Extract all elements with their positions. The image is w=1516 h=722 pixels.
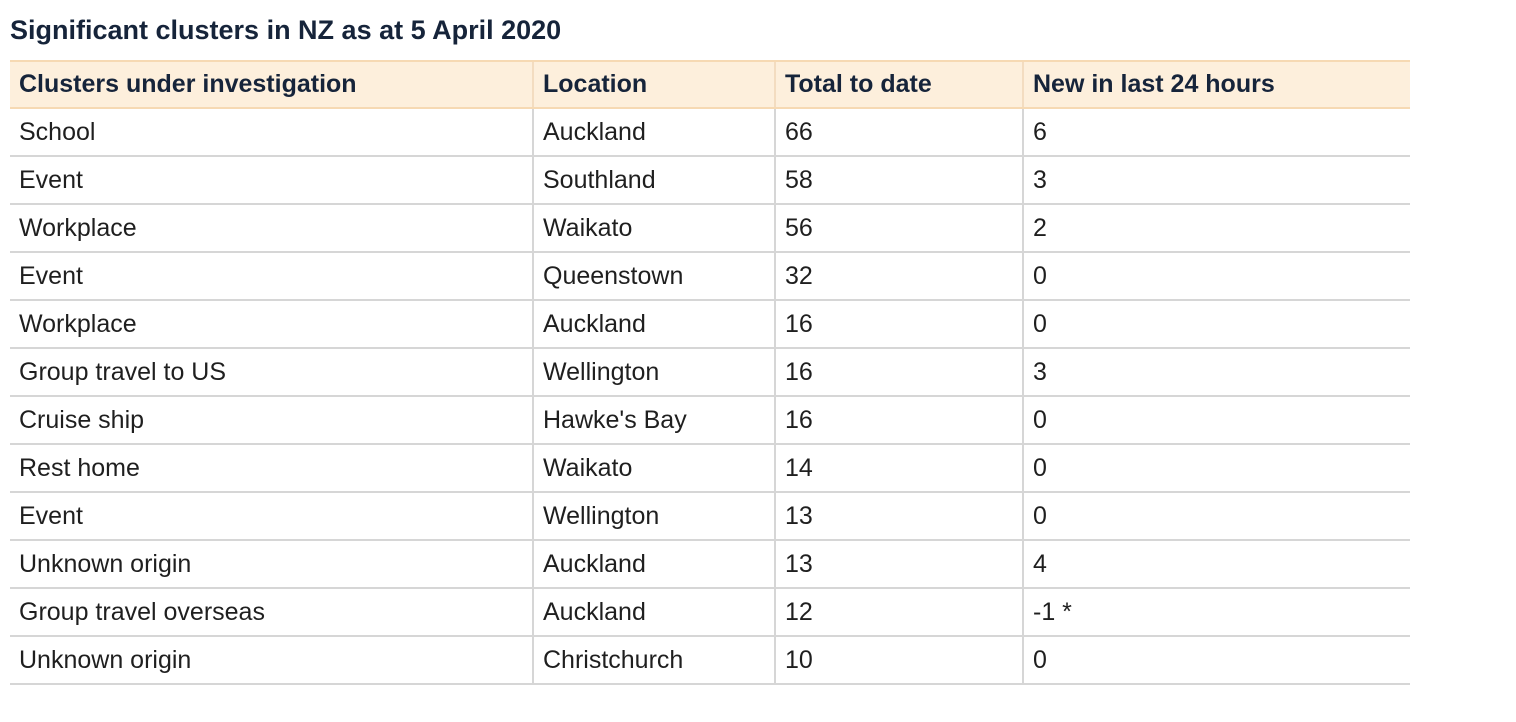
cell-cluster: Event	[10, 156, 533, 205]
header-row: Clusters under investigation Location To…	[10, 60, 1410, 109]
table-header: Clusters under investigation Location To…	[10, 60, 1410, 109]
cell-total: 10	[774, 636, 1023, 685]
cell-cluster: Workplace	[10, 204, 533, 253]
table-row: Rest home Waikato 14 0	[10, 444, 1410, 493]
cell-new: 0	[1022, 252, 1410, 301]
table-row: Group travel overseas Auckland 12 -1 *	[10, 588, 1410, 637]
cell-new: 0	[1022, 492, 1410, 541]
cell-location: Auckland	[532, 300, 775, 349]
table-row: Cruise ship Hawke's Bay 16 0	[10, 396, 1410, 445]
cell-location: Christchurch	[532, 636, 775, 685]
table-row: Workplace Auckland 16 0	[10, 300, 1410, 349]
cell-cluster: School	[10, 108, 533, 157]
header-cluster: Clusters under investigation	[10, 60, 533, 109]
cell-new: 6	[1022, 108, 1410, 157]
cell-total: 66	[774, 108, 1023, 157]
cell-total: 13	[774, 492, 1023, 541]
cell-total: 16	[774, 348, 1023, 397]
cell-location: Wellington	[532, 492, 775, 541]
header-location: Location	[532, 60, 775, 109]
table-row: School Auckland 66 6	[10, 108, 1410, 157]
cell-cluster: Unknown origin	[10, 636, 533, 685]
cell-new: 3	[1022, 156, 1410, 205]
cell-cluster: Group travel to US	[10, 348, 533, 397]
cell-new: 0	[1022, 396, 1410, 445]
page-title: Significant clusters in NZ as at 5 April…	[10, 15, 562, 45]
table-body: School Auckland 66 6 Event Southland 58 …	[10, 108, 1410, 685]
cell-location: Wellington	[532, 348, 775, 397]
cell-cluster: Workplace	[10, 300, 533, 349]
cell-location: Auckland	[532, 540, 775, 589]
cell-location: Queenstown	[532, 252, 775, 301]
cell-total: 12	[774, 588, 1023, 637]
table-row: Unknown origin Christchurch 10 0	[10, 636, 1410, 685]
cell-location: Waikato	[532, 204, 775, 253]
cell-total: 16	[774, 300, 1023, 349]
cell-new: 0	[1022, 444, 1410, 493]
header-total-to-date: Total to date	[774, 60, 1023, 109]
cell-new: 0	[1022, 300, 1410, 349]
cell-total: 14	[774, 444, 1023, 493]
cell-total: 56	[774, 204, 1023, 253]
cell-cluster: Unknown origin	[10, 540, 533, 589]
cell-location: Southland	[532, 156, 775, 205]
table-row: Event Wellington 13 0	[10, 492, 1410, 541]
cell-total: 16	[774, 396, 1023, 445]
cell-location: Auckland	[532, 588, 775, 637]
table-row: Unknown origin Auckland 13 4	[10, 540, 1410, 589]
cell-new: 0	[1022, 636, 1410, 685]
cell-location: Hawke's Bay	[532, 396, 775, 445]
cell-cluster: Event	[10, 492, 533, 541]
cell-cluster: Cruise ship	[10, 396, 533, 445]
cell-location: Waikato	[532, 444, 775, 493]
cell-new: 4	[1022, 540, 1410, 589]
table-row: Event Southland 58 3	[10, 156, 1410, 205]
cell-location: Auckland	[532, 108, 775, 157]
cell-new: 3	[1022, 348, 1410, 397]
cell-new: 2	[1022, 204, 1410, 253]
cell-total: 13	[774, 540, 1023, 589]
table-row: Event Queenstown 32 0	[10, 252, 1410, 301]
table-row: Group travel to US Wellington 16 3	[10, 348, 1410, 397]
cell-cluster: Rest home	[10, 444, 533, 493]
cell-total: 32	[774, 252, 1023, 301]
table-row: Workplace Waikato 56 2	[10, 204, 1410, 253]
cell-new: -1 *	[1022, 588, 1410, 637]
clusters-table: Clusters under investigation Location To…	[10, 60, 1410, 685]
cell-cluster: Group travel overseas	[10, 588, 533, 637]
cell-cluster: Event	[10, 252, 533, 301]
header-new-last-24-hours: New in last 24 hours	[1022, 60, 1410, 109]
cell-total: 58	[774, 156, 1023, 205]
